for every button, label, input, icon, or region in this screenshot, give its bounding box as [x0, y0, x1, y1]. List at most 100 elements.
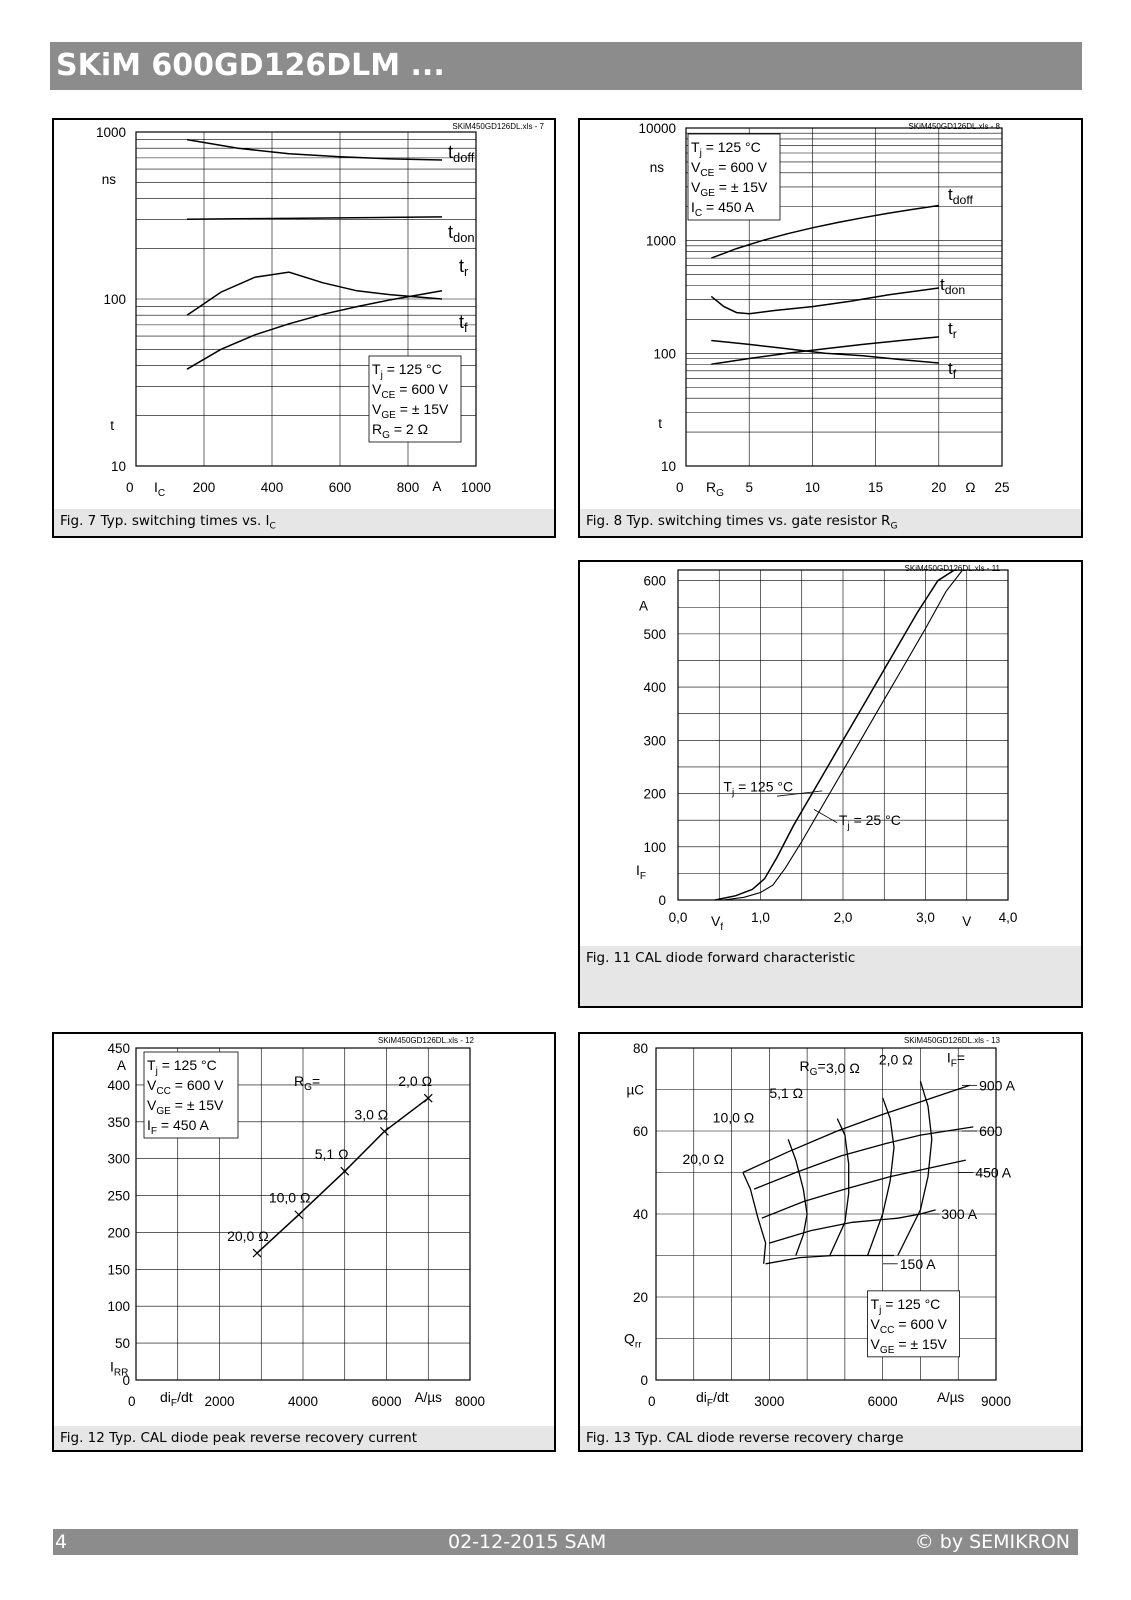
- rg-label: RG=: [294, 1073, 320, 1093]
- y-axis-label: IRR: [110, 1359, 128, 1379]
- condition-label: VGE = ± 15V: [147, 1097, 224, 1117]
- x-axis-unit: A/µs: [415, 1390, 443, 1405]
- rg-value-label: 5,1 Ω: [769, 1085, 803, 1101]
- plot-frame: [135, 131, 477, 467]
- condition-label: Tj = 125 °C: [691, 139, 761, 159]
- y-tick-label: 10: [111, 459, 126, 474]
- condition-label: VCE = 600 V: [691, 159, 768, 179]
- y-axis-label: Qrr: [624, 1331, 642, 1351]
- series-line-tdoff: [711, 204, 939, 259]
- rg-curve: [897, 1081, 933, 1256]
- point-label: 20,0 Ω: [227, 1228, 269, 1244]
- condition-label: VCE = 600 V: [372, 381, 449, 401]
- series-line-tf: [186, 290, 443, 370]
- x-tick-label: 400: [261, 480, 284, 495]
- series-line-tr: [711, 336, 939, 366]
- chart-fig12: SKiM450GD126DL.xls - 12 0 50 100 150 200 250 30…: [107, 1036, 485, 1409]
- y-axis-unit: ns: [650, 160, 665, 175]
- file-reference: SKiM450GD126DL.xls - 12: [378, 1036, 475, 1045]
- legend-label: tf: [948, 359, 957, 381]
- y-tick-label: 100: [643, 840, 666, 855]
- series-line-tdon: [710, 287, 939, 315]
- figure-caption: Fig. 8 Typ. switching times vs. gate res…: [580, 509, 1081, 536]
- y-tick-label: 200: [107, 1225, 130, 1240]
- rg-value-label: 20,0 Ω: [682, 1151, 724, 1167]
- x-tick-label: 6000: [371, 1394, 401, 1409]
- condition-label: VGE = ± 15V: [691, 179, 768, 199]
- x-tick-label: 1,0: [751, 910, 770, 925]
- plot-frame: [677, 569, 1009, 901]
- current-curve-600: [753, 1126, 974, 1190]
- series-line-tj1: [723, 569, 964, 901]
- conditions-box: [687, 133, 781, 221]
- footer-date: 02-12-2015 SAM: [448, 1531, 607, 1553]
- y-tick-label: 0: [658, 893, 666, 908]
- current-curve-450 A: [761, 1159, 966, 1219]
- x-tick-label: 5: [745, 480, 753, 495]
- point-label: 10,0 Ω: [269, 1190, 311, 1206]
- series-line-tdoff: [186, 138, 443, 161]
- y-axis-label: t: [110, 418, 114, 433]
- x-tick-label: 8000: [455, 1394, 485, 1409]
- x-tick-label: 1000: [461, 480, 491, 495]
- y-axis-label: IF: [636, 862, 646, 882]
- x-tick-label: 0: [676, 480, 684, 495]
- file-reference: SKiM450GD126DL.xls - 11: [905, 564, 1001, 573]
- legend-label: tr: [459, 256, 469, 279]
- x-tick-label: 600: [329, 480, 352, 495]
- footer-copyright: © by SEMIKRON: [914, 1531, 1070, 1553]
- figure-caption: Fig. 11 CAL diode forward characteristic: [580, 946, 1081, 1006]
- figure-caption: Fig. 13 Typ. CAL diode reverse recovery …: [580, 1426, 1081, 1450]
- condition-label: Tj = 125 °C: [147, 1057, 217, 1077]
- current-label: 450 A: [975, 1165, 1011, 1181]
- x-tick-label: 15: [868, 480, 883, 495]
- point-label: 2,0 Ω: [398, 1073, 432, 1089]
- y-tick-label: 300: [643, 733, 666, 748]
- chart-panel-fig12: SKiM450GD126DL.xls - 12 0 50 100 150 200 250 30…: [52, 1032, 556, 1452]
- y-tick-label: 100: [653, 346, 676, 361]
- series-line-tf: [711, 339, 939, 364]
- y-tick-label: 200: [643, 787, 666, 802]
- data-point-marker: [252, 1248, 262, 1258]
- y-axis-unit: A: [117, 1058, 126, 1073]
- y-tick-label: 100: [103, 292, 126, 307]
- legend-label: tr: [948, 319, 957, 341]
- point-label: 5,1 Ω: [315, 1146, 349, 1162]
- data-point-marker: [379, 1126, 389, 1136]
- data-point-marker: [340, 1166, 350, 1176]
- figure-caption: Fig. 7 Typ. switching times vs. IC: [54, 509, 554, 536]
- y-tick-label: 60: [633, 1124, 648, 1139]
- y-tick-label: 40: [633, 1207, 648, 1222]
- x-tick-label: 0: [128, 1394, 136, 1409]
- leader-line: [776, 790, 823, 797]
- y-tick-label: 80: [633, 1041, 648, 1056]
- rg-curve: [787, 1139, 808, 1256]
- x-axis-unit: A: [432, 479, 441, 494]
- current-curve-150 A: [765, 1254, 894, 1265]
- plot-frame: [685, 127, 1003, 467]
- y-axis-unit: A: [639, 599, 648, 614]
- y-tick-label: 500: [643, 627, 666, 642]
- if-label: IF=: [947, 1050, 965, 1070]
- condition-label: VGE = ± 15V: [372, 401, 449, 421]
- x-tick-label: 0,0: [669, 910, 688, 925]
- y-axis-unit: µC: [626, 1083, 644, 1098]
- condition-label: IF = 450 A: [147, 1117, 209, 1137]
- x-tick-label: 800: [397, 480, 420, 495]
- conditions-box: [867, 1290, 960, 1358]
- condition-label: Tj = 125 °C: [871, 1296, 941, 1316]
- y-axis-unit: ns: [102, 172, 117, 187]
- condition-box-frame: [867, 1290, 960, 1358]
- y-tick-label: 0: [640, 1373, 648, 1388]
- file-reference: SKiM450GD126DL.xls - 13: [904, 1036, 1001, 1045]
- y-tick-label: 300: [107, 1152, 130, 1167]
- y-tick-label: 0: [122, 1373, 130, 1388]
- y-tick-label: 1000: [646, 234, 676, 249]
- conditions-box: [143, 1051, 239, 1139]
- x-tick-label: 3,0: [916, 910, 935, 925]
- y-tick-label: 50: [115, 1336, 130, 1351]
- current-curve-900 A: [742, 1084, 970, 1174]
- chart-fig8: SKiM450GD126DL.xls - 8 10 100 1000 10000 ns t 0…: [638, 121, 1009, 499]
- page-title: SKiM 600GD126DLM ...: [50, 42, 1082, 90]
- condition-label: VCC = 600 V: [147, 1077, 224, 1097]
